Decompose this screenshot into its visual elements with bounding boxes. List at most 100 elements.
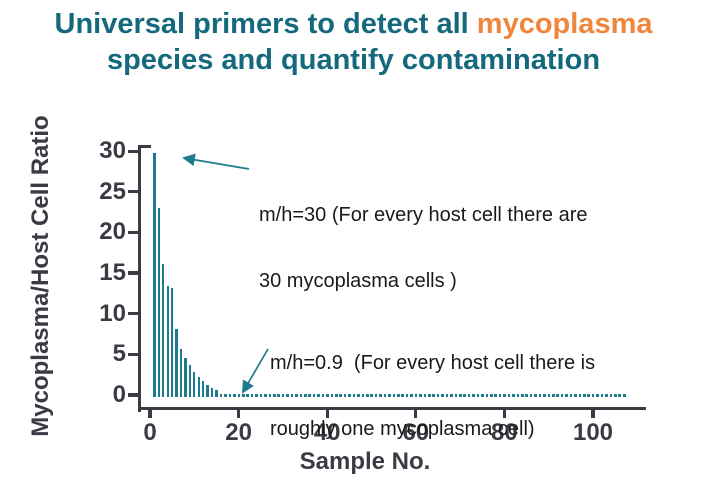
x-tick-label: 60 [402, 419, 430, 446]
title-line1-text: Universal primers to detect all [54, 8, 477, 40]
data-point-dot [454, 394, 458, 397]
y-tick-label: 5 [112, 340, 126, 368]
x-tick [591, 409, 595, 418]
x-tick [502, 409, 506, 418]
data-point-dot [512, 394, 515, 397]
data-point-dot [578, 394, 582, 397]
data-point-dot [556, 394, 560, 397]
y-tick [128, 230, 138, 235]
data-point-dot [600, 394, 604, 397]
x-tick-label: 100 [572, 419, 614, 446]
data-point-bar [179, 349, 183, 397]
data-point-dot [596, 394, 599, 397]
data-point-bar [188, 365, 191, 397]
x-axis-title: Sample No. [299, 448, 431, 475]
data-point-dot [543, 394, 546, 397]
y-tick-label: 30 [99, 137, 126, 165]
bar-series [150, 140, 650, 397]
data-point-dot [312, 394, 316, 397]
x-tick [237, 409, 241, 418]
data-point-dot [516, 394, 520, 397]
y-tick [128, 149, 138, 153]
data-point-dot [259, 394, 263, 397]
data-point-dot [237, 394, 241, 397]
x-tick-label: 0 [143, 419, 157, 446]
data-point-dot [352, 394, 356, 397]
data-point-dot [525, 394, 529, 397]
data-point-dot [587, 394, 591, 397]
x-tick-label: 20 [225, 419, 252, 446]
data-point-dot [503, 394, 506, 397]
data-point-dot [396, 394, 400, 397]
data-point-dot [560, 394, 564, 397]
y-tick [128, 190, 138, 194]
data-point-dot [534, 394, 537, 397]
data-point-dot [303, 394, 307, 397]
data-point-dot [609, 394, 613, 397]
data-point-dot [374, 394, 378, 397]
data-point-bar [166, 285, 169, 397]
annotation-mh09: m/h=0.9 (For every host cell there is ro… [270, 308, 595, 484]
data-point-dot [529, 394, 533, 397]
data-point-dot [365, 394, 369, 397]
x-tick [148, 409, 152, 418]
data-point-dot [361, 394, 365, 397]
data-point-dot [348, 394, 351, 397]
y-tick-label: 10 [99, 299, 126, 327]
data-point-dot [432, 394, 435, 397]
data-point-dot [547, 394, 551, 397]
data-point-dot [423, 394, 427, 397]
data-point-bar [171, 288, 174, 397]
data-point-dot [228, 394, 232, 397]
x-tick [414, 409, 418, 418]
data-point-bar [184, 358, 187, 397]
data-point-dot [459, 394, 462, 397]
y-axis-line [138, 145, 142, 412]
data-point-dot [277, 394, 280, 397]
data-point-dot [317, 394, 320, 397]
data-point-dot [410, 394, 413, 397]
data-point-dot [574, 394, 577, 397]
y-tick-label: 20 [99, 218, 126, 246]
data-point-dot [605, 394, 608, 397]
data-point-dot [445, 394, 449, 397]
data-point-dot [441, 394, 444, 397]
data-point-dot [476, 394, 480, 397]
y-tick [128, 312, 138, 316]
slide-title: Universal primers to detect all mycoplas… [0, 6, 707, 78]
data-point-dot [388, 394, 391, 397]
data-point-dot [463, 394, 467, 397]
data-point-dot [401, 394, 404, 397]
data-point-dot [622, 394, 626, 397]
data-point-dot [552, 394, 555, 397]
data-point-dot [490, 394, 493, 397]
x-axis-line [138, 407, 646, 411]
data-point-bar [206, 384, 209, 397]
data-point-dot [321, 394, 325, 397]
x-tick-label: 40 [313, 419, 341, 446]
data-point-bar [157, 208, 160, 397]
data-point-dot [295, 394, 298, 397]
data-point-dot [405, 394, 409, 397]
data-point-dot [565, 394, 568, 397]
data-point-dot [299, 394, 303, 397]
data-point-bar [175, 328, 178, 397]
y-tick [128, 271, 138, 275]
data-point-dot [343, 394, 347, 397]
data-point-dot [326, 394, 329, 397]
y-tick [128, 352, 138, 356]
x-tick [325, 409, 329, 418]
data-point-bar [193, 371, 196, 397]
data-point-dot [286, 394, 289, 397]
data-point-bar [162, 263, 165, 397]
data-point-dot [379, 394, 382, 397]
data-point-dot [498, 394, 502, 397]
annotation-mh30-line2: 30 mycoplasma cells ) [259, 270, 457, 292]
y-tick-label: 0 [112, 381, 126, 408]
data-point-dot [308, 394, 311, 397]
data-point-dot [467, 394, 471, 397]
annotation-mh30: m/h=30 (For every host cell there are 30… [259, 160, 587, 336]
data-point-dot [264, 394, 267, 397]
annotation-mh09-line2: roughly one mycoplasma cell) [270, 418, 535, 440]
